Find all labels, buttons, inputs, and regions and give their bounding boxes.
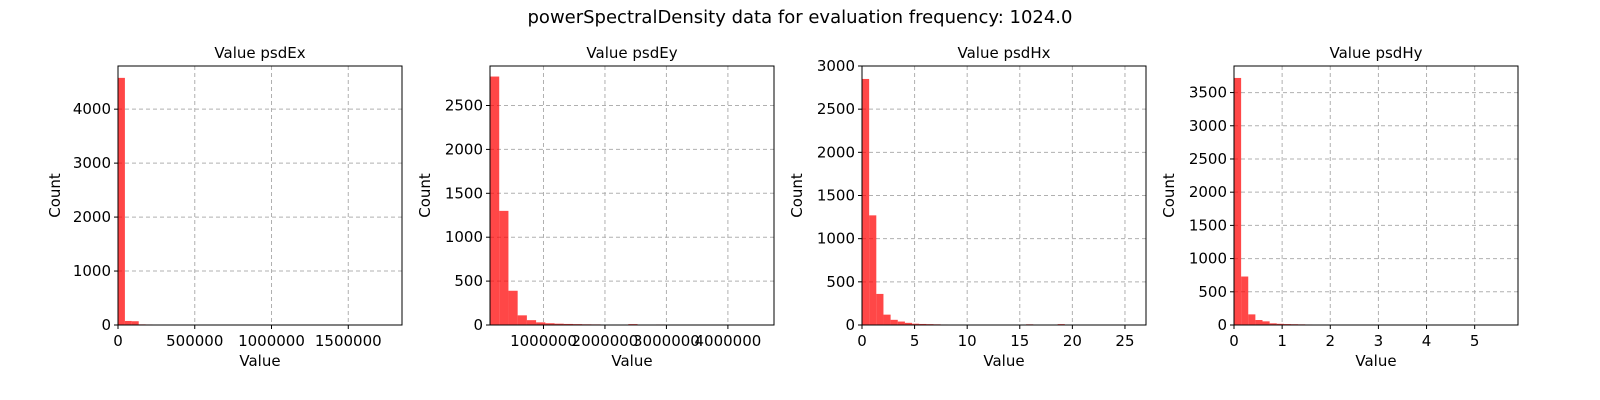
x-tick-label: 5: [910, 332, 920, 350]
y-tick-label: 0: [101, 316, 111, 334]
y-tick-label: 2500: [445, 97, 483, 115]
y-tick-label: 1000: [445, 228, 483, 246]
y-tick-label: 1000: [1189, 250, 1227, 268]
x-tick-label: 5: [1470, 332, 1480, 350]
x-tick-label: 4000000: [694, 332, 761, 350]
x-tick-label: 4: [1422, 332, 1432, 350]
x-tick-label: 500000: [166, 332, 223, 350]
y-tick-label: 4000: [73, 100, 111, 118]
y-axis-label: Count: [1160, 173, 1178, 218]
histogram-bar: [563, 323, 573, 325]
y-tick-label: 0: [473, 316, 483, 334]
subplot-title: Value psdEx: [214, 44, 305, 62]
histogram-bar: [545, 323, 555, 325]
x-tick-label: 1: [1277, 332, 1287, 350]
histogram-bar: [1262, 321, 1270, 325]
histogram-bar: [1255, 320, 1263, 325]
y-tick-label: 0: [1217, 316, 1227, 334]
histogram-bar: [1241, 276, 1249, 325]
y-axis-label: Count: [46, 173, 64, 218]
y-tick-label: 3000: [817, 57, 855, 75]
x-tick-label: 0: [1229, 332, 1239, 350]
histogram-bar: [118, 77, 125, 325]
histogram-bar: [536, 322, 546, 325]
x-axis-label: Value: [611, 352, 652, 370]
x-tick-label: 2000000: [572, 332, 639, 350]
y-tick-label: 2500: [1189, 150, 1227, 168]
y-tick-label: 500: [1198, 283, 1227, 301]
histogram-bar: [124, 320, 132, 325]
y-tick-label: 0: [845, 316, 855, 334]
x-tick-label: 3000000: [633, 332, 700, 350]
subplot-title: Value psdHx: [958, 44, 1051, 62]
subplot-1: 0 500000 1000000 1500000 0 1000 2000 3000 4000 Va…: [46, 44, 403, 370]
histogram-bar: [1276, 323, 1284, 325]
y-tick-label: 2500: [817, 100, 855, 118]
x-tick-label: 2: [1325, 332, 1335, 350]
x-tick-label: 20: [1063, 332, 1082, 350]
histogram-bar: [490, 76, 500, 326]
y-tick-label: 2000: [445, 140, 483, 158]
y-tick-label: 2000: [817, 143, 855, 161]
x-tick-label: 25: [1115, 332, 1134, 350]
histogram-bar: [912, 323, 920, 325]
subplot-title: Value psdEy: [586, 44, 677, 62]
x-tick-label: 1500000: [315, 332, 382, 350]
x-axis-label: Value: [239, 352, 280, 370]
histogram-bar: [1269, 323, 1277, 325]
histogram-bar: [131, 321, 139, 325]
x-tick-label: 15: [1010, 332, 1029, 350]
histogram-bar: [883, 314, 891, 325]
y-tick-label: 3000: [73, 154, 111, 172]
plot-frame: [1233, 65, 1519, 326]
y-axis-label: Count: [788, 173, 806, 218]
plot-frame: [117, 65, 403, 326]
histogram-bar: [876, 293, 884, 325]
subplot-title: Value psdHy: [1330, 44, 1423, 62]
histogram-bar: [890, 319, 898, 325]
histogram-bar: [869, 215, 877, 325]
histogram-bar: [517, 315, 527, 325]
y-axis-label: Count: [416, 173, 434, 218]
x-tick-label: 0: [857, 332, 867, 350]
y-tick-label: 3500: [1189, 84, 1227, 102]
y-tick-label: 2000: [1189, 183, 1227, 201]
y-tick-label: 1500: [445, 184, 483, 202]
y-tick-label: 500: [826, 273, 855, 291]
x-tick-label: 1000000: [238, 332, 305, 350]
y-tick-label: 2000: [73, 208, 111, 226]
histogram-bar: [904, 322, 913, 325]
histogram-bar: [862, 78, 870, 325]
histogram-bar: [526, 320, 537, 325]
y-tick-label: 3000: [1189, 117, 1227, 135]
subplot-4: 0 1 2 3 4 5 0 500 1000 1500 2000 2500 3000 3500 Value …: [1160, 44, 1519, 370]
histogram-bar: [554, 323, 564, 325]
y-tick-label: 1500: [1189, 216, 1227, 234]
y-tick-label: 1000: [817, 230, 855, 248]
figure-title: powerSpectralDensity data for evaluation…: [528, 7, 1073, 28]
y-tick-label: 500: [454, 272, 483, 290]
histogram-bar: [1234, 77, 1242, 325]
y-tick-label: 1000: [73, 262, 111, 280]
x-axis-label: Value: [1355, 352, 1396, 370]
x-tick-label: 0: [113, 332, 123, 350]
histogram-bar: [508, 290, 518, 325]
histogram-bar: [919, 323, 927, 325]
subplots: 0 500000 1000000 150000001000200030004000Va…: [46, 44, 1519, 370]
histogram-bar: [1248, 314, 1256, 325]
y-tick-label: 1500: [817, 187, 855, 205]
x-axis-label: Value: [983, 352, 1024, 370]
plot-frame: [489, 65, 775, 326]
x-tick-label: 10: [958, 332, 977, 350]
histogram-bar: [499, 210, 509, 325]
x-tick-label: 3: [1374, 332, 1384, 350]
x-tick-label: 1000000: [510, 332, 577, 350]
subplot-3: 0 5 10 15 20 25 0 500 1000 1500 2000 2500 3000 Value …: [788, 44, 1147, 370]
histogram-bar: [897, 321, 905, 325]
